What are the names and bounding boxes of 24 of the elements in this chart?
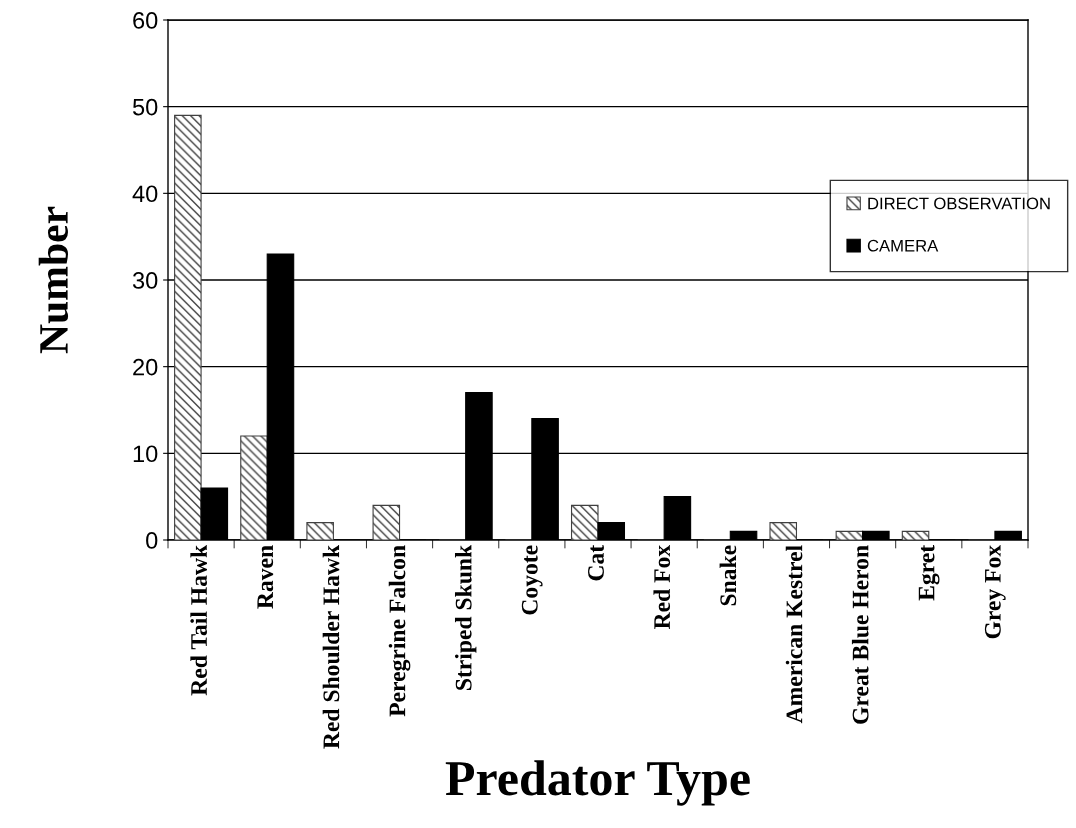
y-tick-label: 20	[133, 358, 158, 376]
y-axis-title: Number	[38, 206, 69, 354]
x-tick-label: Red Shoulder Hawk	[322, 544, 340, 749]
x-tick-label: Great Blue Heron	[851, 545, 869, 724]
y-tick-label: 60	[133, 12, 158, 29]
x-tick-label: Grey Fox	[984, 544, 1006, 639]
x-tick-label: Red Tail Hawk	[190, 544, 207, 696]
legend-label: DIRECT OBSERVATION	[868, 197, 1050, 210]
y-tick-label: 0	[146, 532, 158, 549]
x-tick-label: Egret	[918, 544, 940, 601]
legend-label: CAMERA	[867, 239, 939, 252]
y-tick-label: 30	[132, 272, 158, 289]
x-axis-title: Predator Type	[445, 760, 750, 806]
x-tick-label: American Kestrel	[785, 545, 803, 724]
x-tick-label: Snake	[719, 545, 737, 606]
y-tick-label: 40	[132, 185, 158, 203]
x-tick-label: Coyote	[521, 545, 543, 615]
x-tick-label: Striped Skunk	[454, 544, 477, 690]
x-tick-label: Cat	[588, 544, 604, 581]
x-tick-label: Red Fox	[653, 544, 671, 630]
y-tick-label: 50	[132, 98, 158, 116]
x-tick-label: Raven	[257, 545, 274, 609]
y-tick-label: 10	[133, 445, 158, 463]
x-tick-label: Peregrine Falcon	[388, 545, 411, 717]
